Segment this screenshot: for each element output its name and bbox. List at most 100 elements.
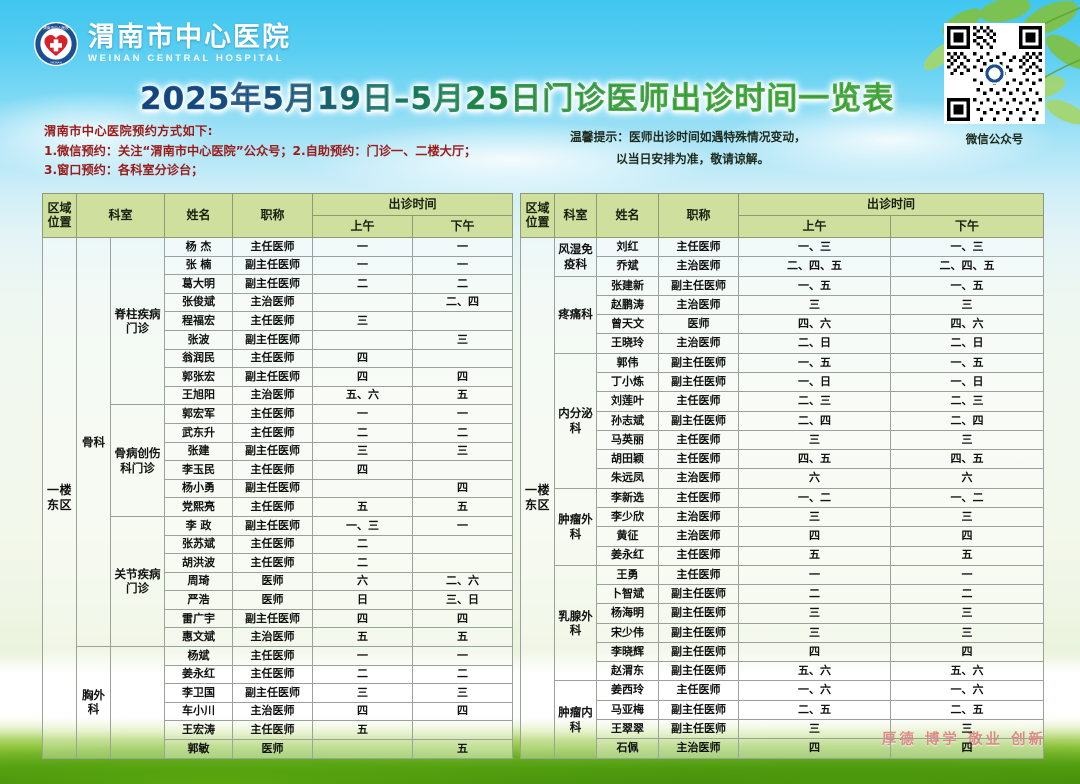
cell-doctor-title: 主治医师 (658, 256, 740, 277)
table-row: 王翠翠 副主任医师三三 (521, 719, 1045, 740)
cell-morning: 一 (312, 237, 414, 257)
table-row: 雷广宇 副主任医师四四 (43, 608, 514, 629)
table-head-right: 区域位置 科室 姓名 职称 出诊时间 上午 下午 (520, 193, 1045, 238)
qr-code-image[interactable] (944, 23, 1045, 124)
cell-morning: 二、五 (738, 699, 892, 721)
cell-doctor-name: 王宏涛 (164, 720, 234, 741)
table-row: 赵鹏涛 主治医师三三 (521, 294, 1045, 316)
cell-morning: 二 (312, 534, 414, 555)
cell-doctor-name: 姜永红 (596, 545, 660, 566)
cell-doctor-name: 武东升 (164, 422, 234, 443)
cell-doctor-name: 周琦 (164, 571, 234, 592)
cell-afternoon: 二、日 (890, 333, 1045, 354)
table-row: 肿瘤内科 姜西玲 主任医师 一、六 一、六 (521, 680, 1045, 759)
table-row: 葛大明 副主任医师二二 (43, 274, 514, 294)
cell-afternoon: 二、五 (890, 699, 1045, 721)
table-row: 黄征 主治医师四四 (521, 526, 1045, 547)
cell-doctor-title: 主治医师 (232, 292, 314, 313)
cell-afternoon: 三 (890, 603, 1045, 624)
cell-doctor-title: 副主任医师 (232, 441, 314, 462)
cell-doctor-title: 副主任医师 (232, 515, 314, 536)
cell-doctor-title: 主任医师 (658, 680, 740, 701)
table-row: 郭张宏 副主任医师四四 (43, 367, 514, 387)
cell-afternoon: 三 (890, 429, 1045, 451)
cell-doctor-title: 副主任医师 (658, 699, 740, 721)
cell-doctor-name: 郭敏 (164, 739, 234, 759)
table-row: 张苏斌 主任医师二 (43, 534, 514, 555)
cell-doctor-title: 主任医师 (232, 497, 314, 517)
cell-subdepartment: 关节疾病门诊 (109, 515, 166, 648)
cell-doctor-title: 主任医师 (658, 391, 740, 412)
table-row: 曾天文 医师 四、六 四、六 (521, 314, 1045, 335)
hospital-logo-icon: 渭南市中心医院 WEINAN (33, 21, 79, 67)
cell-afternoon: 四 (412, 701, 514, 722)
schedule-table-left: 区域位置 科室 姓名 职称 出诊时间 上午 下午 一楼东区 骨科 脊柱疾病门诊杨 杰… (42, 193, 514, 759)
cell-morning: 四 (738, 526, 892, 547)
cell-doctor-name: 赵渭东 (596, 661, 660, 682)
cell-doctor-title: 主治医师 (232, 385, 314, 406)
cell-morning: 一、二 (738, 487, 892, 508)
cell-morning: 三 (312, 441, 414, 462)
cell-afternoon: 三 (890, 506, 1045, 528)
cell-doctor-name: 李 政 (164, 515, 234, 536)
cell-doctor-title: 主任医师 (232, 348, 314, 369)
cell-doctor-title: 副主任医师 (232, 608, 314, 629)
schedule-table-right: 区域位置 科室 姓名 职称 出诊时间 上午 下午 一楼东区 风湿免疫科 刘红 主任医师… (520, 193, 1045, 759)
cell-morning: 五 (312, 627, 414, 648)
cell-afternoon: 二、四 (412, 292, 514, 313)
cell-department: 肿瘤内科 (554, 680, 598, 759)
cell-doctor-name: 党熙亮 (164, 497, 234, 517)
cell-morning: 六 (738, 468, 892, 489)
cell-doctor-title: 主治医师 (658, 294, 740, 316)
booking-line-2: 3.窗口预约：各科室分诊台； (44, 163, 204, 177)
cell-morning: 二 (312, 664, 414, 685)
table-row: 乔斌 主治医师 二、四、五 二、四、五 (521, 256, 1045, 277)
cell-doctor-name: 姜西玲 (596, 680, 660, 701)
cell-morning: 五、六 (312, 385, 414, 406)
cell-morning: 四 (312, 367, 414, 387)
cell-doctor-title: 医师 (232, 590, 314, 610)
cell-doctor-title: 副主任医师 (658, 275, 740, 296)
cell-morning: 五、六 (738, 661, 892, 682)
table-row: 胡田颖 主任医师 四、五 四、五 (521, 449, 1045, 470)
cell-morning: 四 (312, 460, 414, 480)
table-row: 赵渭东 副主任医师 五、六 五、六 (521, 661, 1045, 682)
table-row: 程福宏 主任医师三 (43, 311, 514, 331)
tips-line-1: 温馨提示：医师出诊时间如遇特殊情况变动， (570, 130, 806, 144)
cell-morning: 四、六 (738, 314, 892, 335)
cell-doctor-title: 主任医师 (232, 237, 314, 257)
cell-afternoon: 四 (412, 478, 514, 499)
cell-morning (312, 329, 414, 350)
th-zone: 区域位置 (42, 193, 77, 238)
cell-doctor-title: 副主任医师 (658, 584, 740, 605)
table-head-left: 区域位置 科室 姓名 职称 出诊时间 上午 下午 (42, 193, 514, 238)
cell-doctor-title: 副主任医师 (232, 367, 314, 387)
table-body-left: 一楼东区 骨科 脊柱疾病门诊杨 杰主任医师一一张 楠副主任医师一一葛大明 副主任医师二… (42, 236, 514, 759)
cell-morning: 三 (738, 506, 892, 528)
cell-doctor-name: 马亚梅 (596, 699, 660, 721)
cell-afternoon: 三 (890, 622, 1045, 643)
booking-line-1: 1.微信预约：关注“渭南市中心医院”公众号；2.自助预约：门诊一、二楼大厅； (44, 143, 477, 158)
cell-afternoon: 二、四 (890, 410, 1045, 431)
table-row: 张 楠副主任医师一一 (43, 255, 514, 276)
cell-afternoon: 五 (412, 497, 514, 517)
cell-afternoon: 三 (890, 294, 1045, 316)
cell-morning: 二、四 (738, 410, 892, 431)
cell-afternoon (412, 534, 514, 555)
cell-afternoon: 三、日 (412, 590, 514, 610)
table-row: 张波 副主任医师 三 (43, 329, 514, 350)
cell-doctor-title: 主任医师 (658, 449, 740, 470)
cell-morning: 四 (312, 701, 414, 722)
cell-afternoon: 六 (890, 468, 1045, 489)
cell-morning: 四 (738, 641, 892, 663)
cell-doctor-title: 副主任医师 (658, 641, 740, 663)
th-name: 姓名 (164, 193, 234, 238)
table-row: 武东升 主任医师二二 (43, 422, 514, 443)
cell-morning: 一 (312, 646, 414, 666)
cell-doctor-name: 王晓玲 (596, 333, 660, 354)
cell-department: 风湿免疫科 (554, 237, 598, 277)
cell-morning: 三 (312, 683, 414, 703)
cell-afternoon (412, 553, 514, 573)
cell-doctor-title: 主治医师 (658, 526, 740, 547)
cell-doctor-name: 王翠翠 (596, 719, 660, 740)
